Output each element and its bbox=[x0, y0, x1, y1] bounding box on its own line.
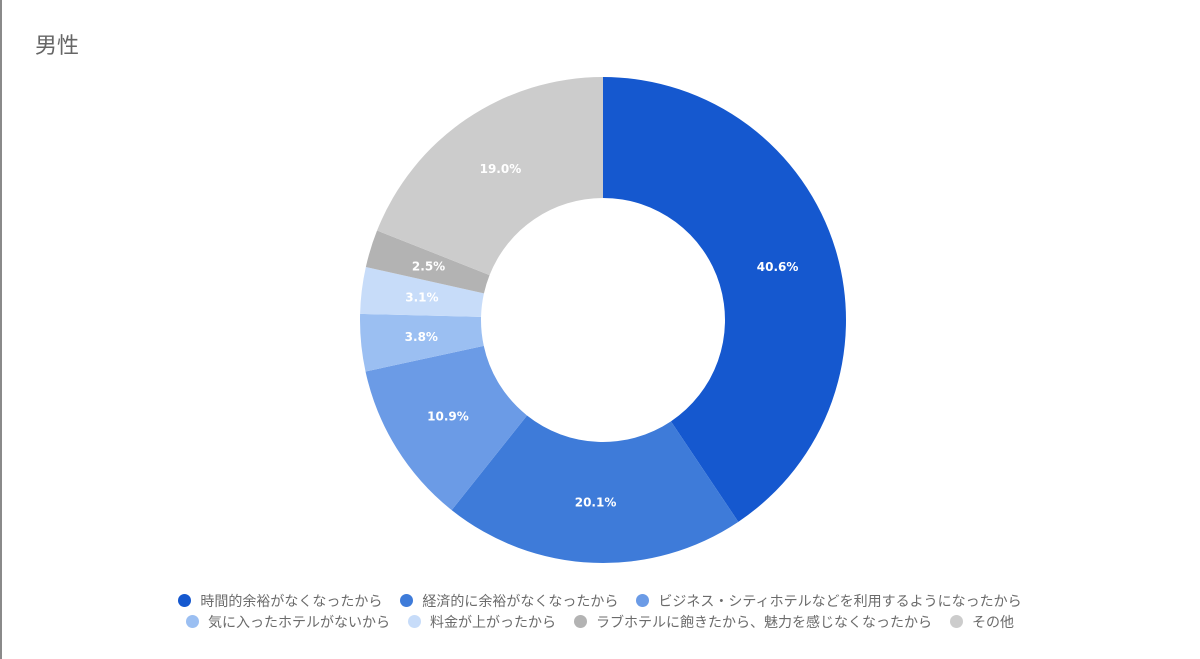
slice-value-label: 40.6% bbox=[757, 260, 799, 274]
legend-dot-icon bbox=[636, 594, 650, 607]
donut-slice[interactable] bbox=[451, 415, 739, 563]
legend-label: ビジネス・シティホテルなどを利用するようになったから bbox=[658, 593, 1022, 610]
donut-slice[interactable] bbox=[360, 266, 484, 317]
legend-item-business-hotel[interactable]: ビジネス・シティホテルなどを利用するようになったから bbox=[636, 591, 1022, 611]
legend-label: その他 bbox=[972, 614, 1014, 631]
legend-item-economic[interactable]: 経済的に余裕がなくなったから bbox=[400, 591, 618, 611]
legend-item-time[interactable]: 時間的余裕がなくなったから bbox=[178, 591, 382, 611]
slice-value-label: 2.5% bbox=[412, 259, 445, 273]
slice-value-label: 3.8% bbox=[405, 330, 438, 344]
legend-item-bored[interactable]: ラブホテルに飽きたから、魅力を感じなくなったから bbox=[574, 612, 932, 632]
legend-item-no-favorite[interactable]: 気に入ったホテルがないから bbox=[186, 612, 390, 632]
donut-slice[interactable] bbox=[365, 230, 490, 294]
legend-dot-icon bbox=[950, 615, 963, 628]
legend-label: 時間的余裕がなくなったから bbox=[200, 593, 383, 610]
donut-slice[interactable] bbox=[603, 77, 846, 522]
legend-dot-icon bbox=[408, 615, 421, 628]
legend-item-other[interactable]: その他 bbox=[950, 612, 1014, 632]
legend-dot-icon bbox=[178, 594, 192, 607]
legend-dot-icon bbox=[574, 615, 587, 628]
slice-value-label: 10.9% bbox=[427, 409, 469, 423]
slice-value-label: 20.1% bbox=[575, 495, 617, 509]
legend-row-2: 気に入ったホテルがないから 料金が上がったから ラブホテルに飽きたから、魅力を感… bbox=[0, 611, 1200, 632]
slice-value-label: 19.0% bbox=[480, 162, 522, 176]
legend: 時間的余裕がなくなったから 経済的に余裕がなくなったから ビジネス・シティホテル… bbox=[0, 590, 1200, 632]
donut-slice[interactable] bbox=[360, 313, 484, 372]
chart-title: 男性 bbox=[35, 34, 80, 59]
legend-label: 経済的に余裕がなくなったから bbox=[422, 593, 619, 610]
legend-label: ラブホテルに飽きたから、魅力を感じなくなったから bbox=[596, 614, 932, 631]
legend-dot-icon bbox=[400, 594, 414, 607]
legend-label: 気に入ったホテルがないから bbox=[208, 614, 390, 631]
legend-dot-icon bbox=[186, 615, 199, 628]
donut-slice[interactable] bbox=[377, 77, 603, 276]
legend-label: 料金が上がったから bbox=[430, 614, 556, 631]
legend-row-1: 時間的余裕がなくなったから 経済的に余裕がなくなったから ビジネス・シティホテル… bbox=[0, 590, 1200, 611]
donut-slice[interactable] bbox=[365, 345, 528, 511]
legend-item-price[interactable]: 料金が上がったから bbox=[408, 612, 556, 632]
slice-value-label: 3.1% bbox=[405, 291, 438, 305]
